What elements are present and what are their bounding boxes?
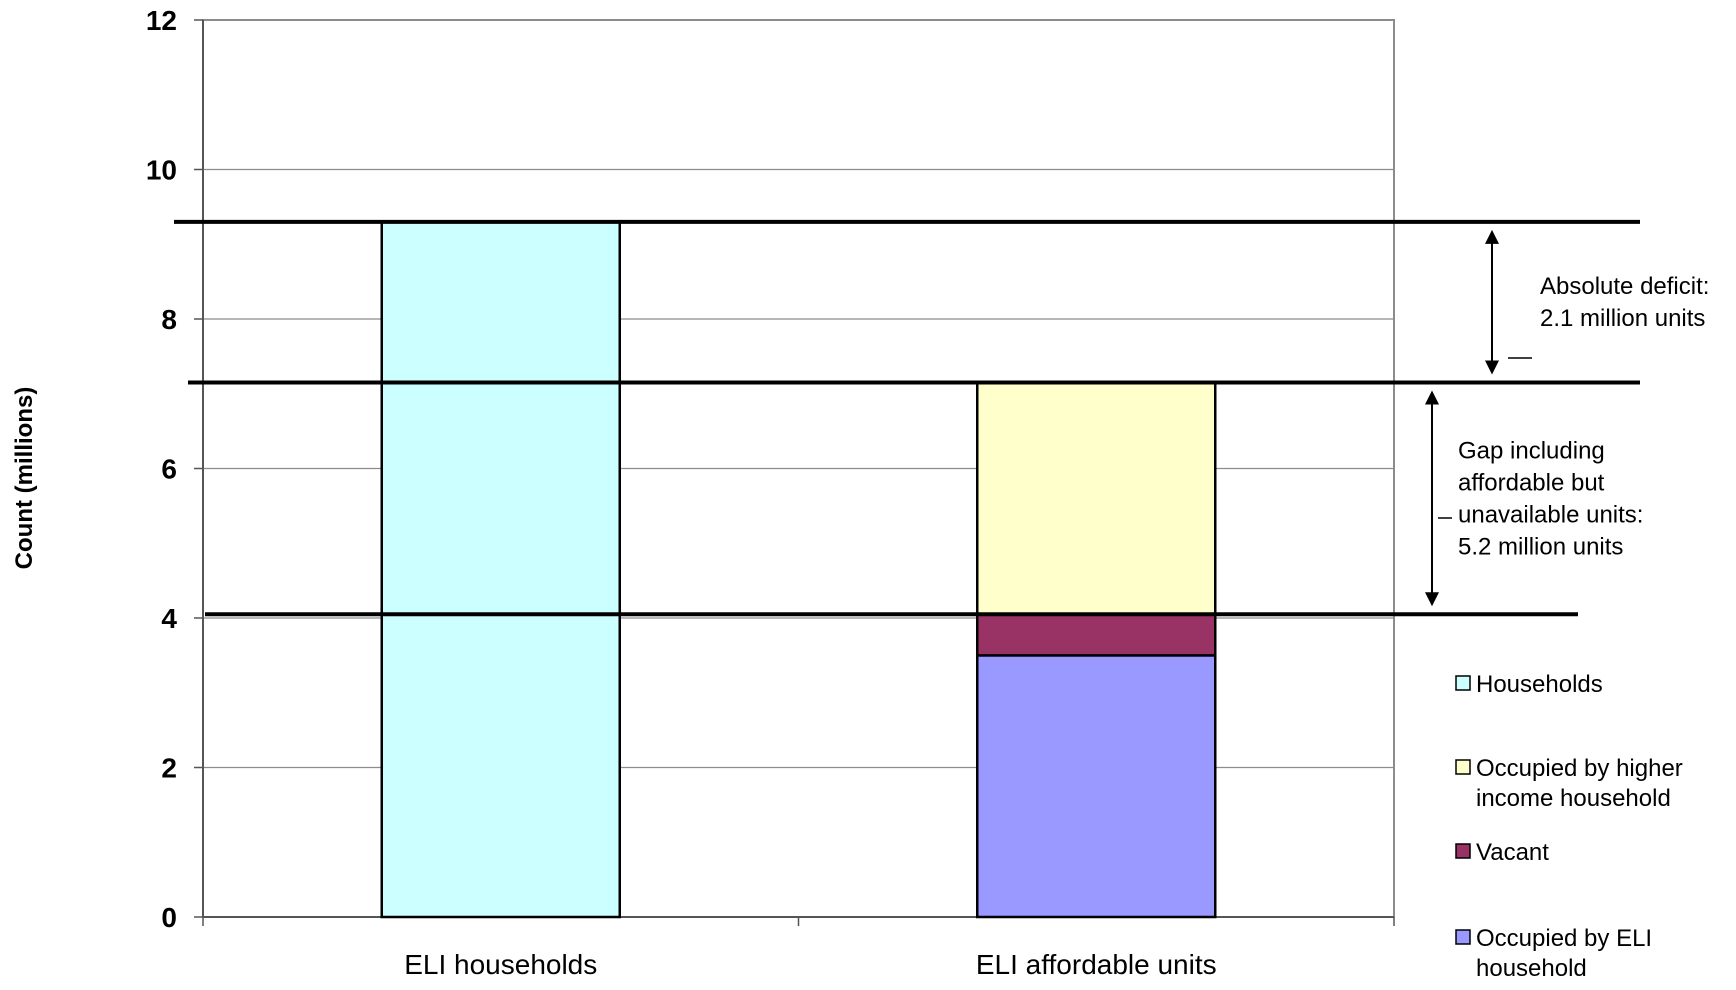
arrow-head-down bbox=[1425, 592, 1439, 607]
legend-swatch bbox=[1455, 929, 1471, 945]
bar-segment bbox=[976, 613, 1217, 657]
legend-label: Vacant bbox=[1476, 839, 1549, 866]
legend-label: income household bbox=[1476, 785, 1671, 812]
y-tick-label: 8 bbox=[161, 304, 177, 335]
y-tick-label: 12 bbox=[146, 5, 177, 36]
y-tick-label: 10 bbox=[146, 155, 177, 186]
arrow-head-up bbox=[1485, 229, 1499, 244]
legend-label: Occupied by ELI bbox=[1476, 925, 1652, 952]
y-tick-label: 2 bbox=[161, 753, 177, 784]
bar-segment bbox=[976, 381, 1217, 616]
x-category-label: ELI households bbox=[404, 949, 597, 980]
legend-label: Occupied by higher bbox=[1476, 755, 1683, 782]
y-tick-label: 0 bbox=[161, 902, 177, 933]
legend-label: household bbox=[1476, 955, 1587, 982]
arrow-head-down bbox=[1485, 360, 1499, 375]
annotation-text: unavailable units: bbox=[1458, 501, 1643, 528]
legend-swatch bbox=[1455, 759, 1471, 775]
annotation-text: Absolute deficit: bbox=[1540, 273, 1709, 300]
legend-swatch bbox=[1455, 843, 1471, 859]
annotation-text: 5.2 million units bbox=[1458, 533, 1623, 560]
arrow-head-up bbox=[1425, 390, 1439, 405]
bar-segment bbox=[976, 654, 1217, 919]
annotation-text: 2.1 million units bbox=[1540, 305, 1705, 332]
y-tick-label: 6 bbox=[161, 454, 177, 485]
y-axis-label: Count (millions) bbox=[11, 387, 38, 570]
bar-segment bbox=[380, 220, 621, 919]
legend-label: Households bbox=[1476, 671, 1603, 698]
x-category-label: ELI affordable units bbox=[976, 949, 1217, 980]
legend-swatch bbox=[1455, 675, 1471, 691]
annotation-text: affordable but bbox=[1458, 469, 1605, 496]
y-tick-label: 4 bbox=[161, 603, 177, 634]
annotation-text: Gap including bbox=[1458, 437, 1605, 464]
